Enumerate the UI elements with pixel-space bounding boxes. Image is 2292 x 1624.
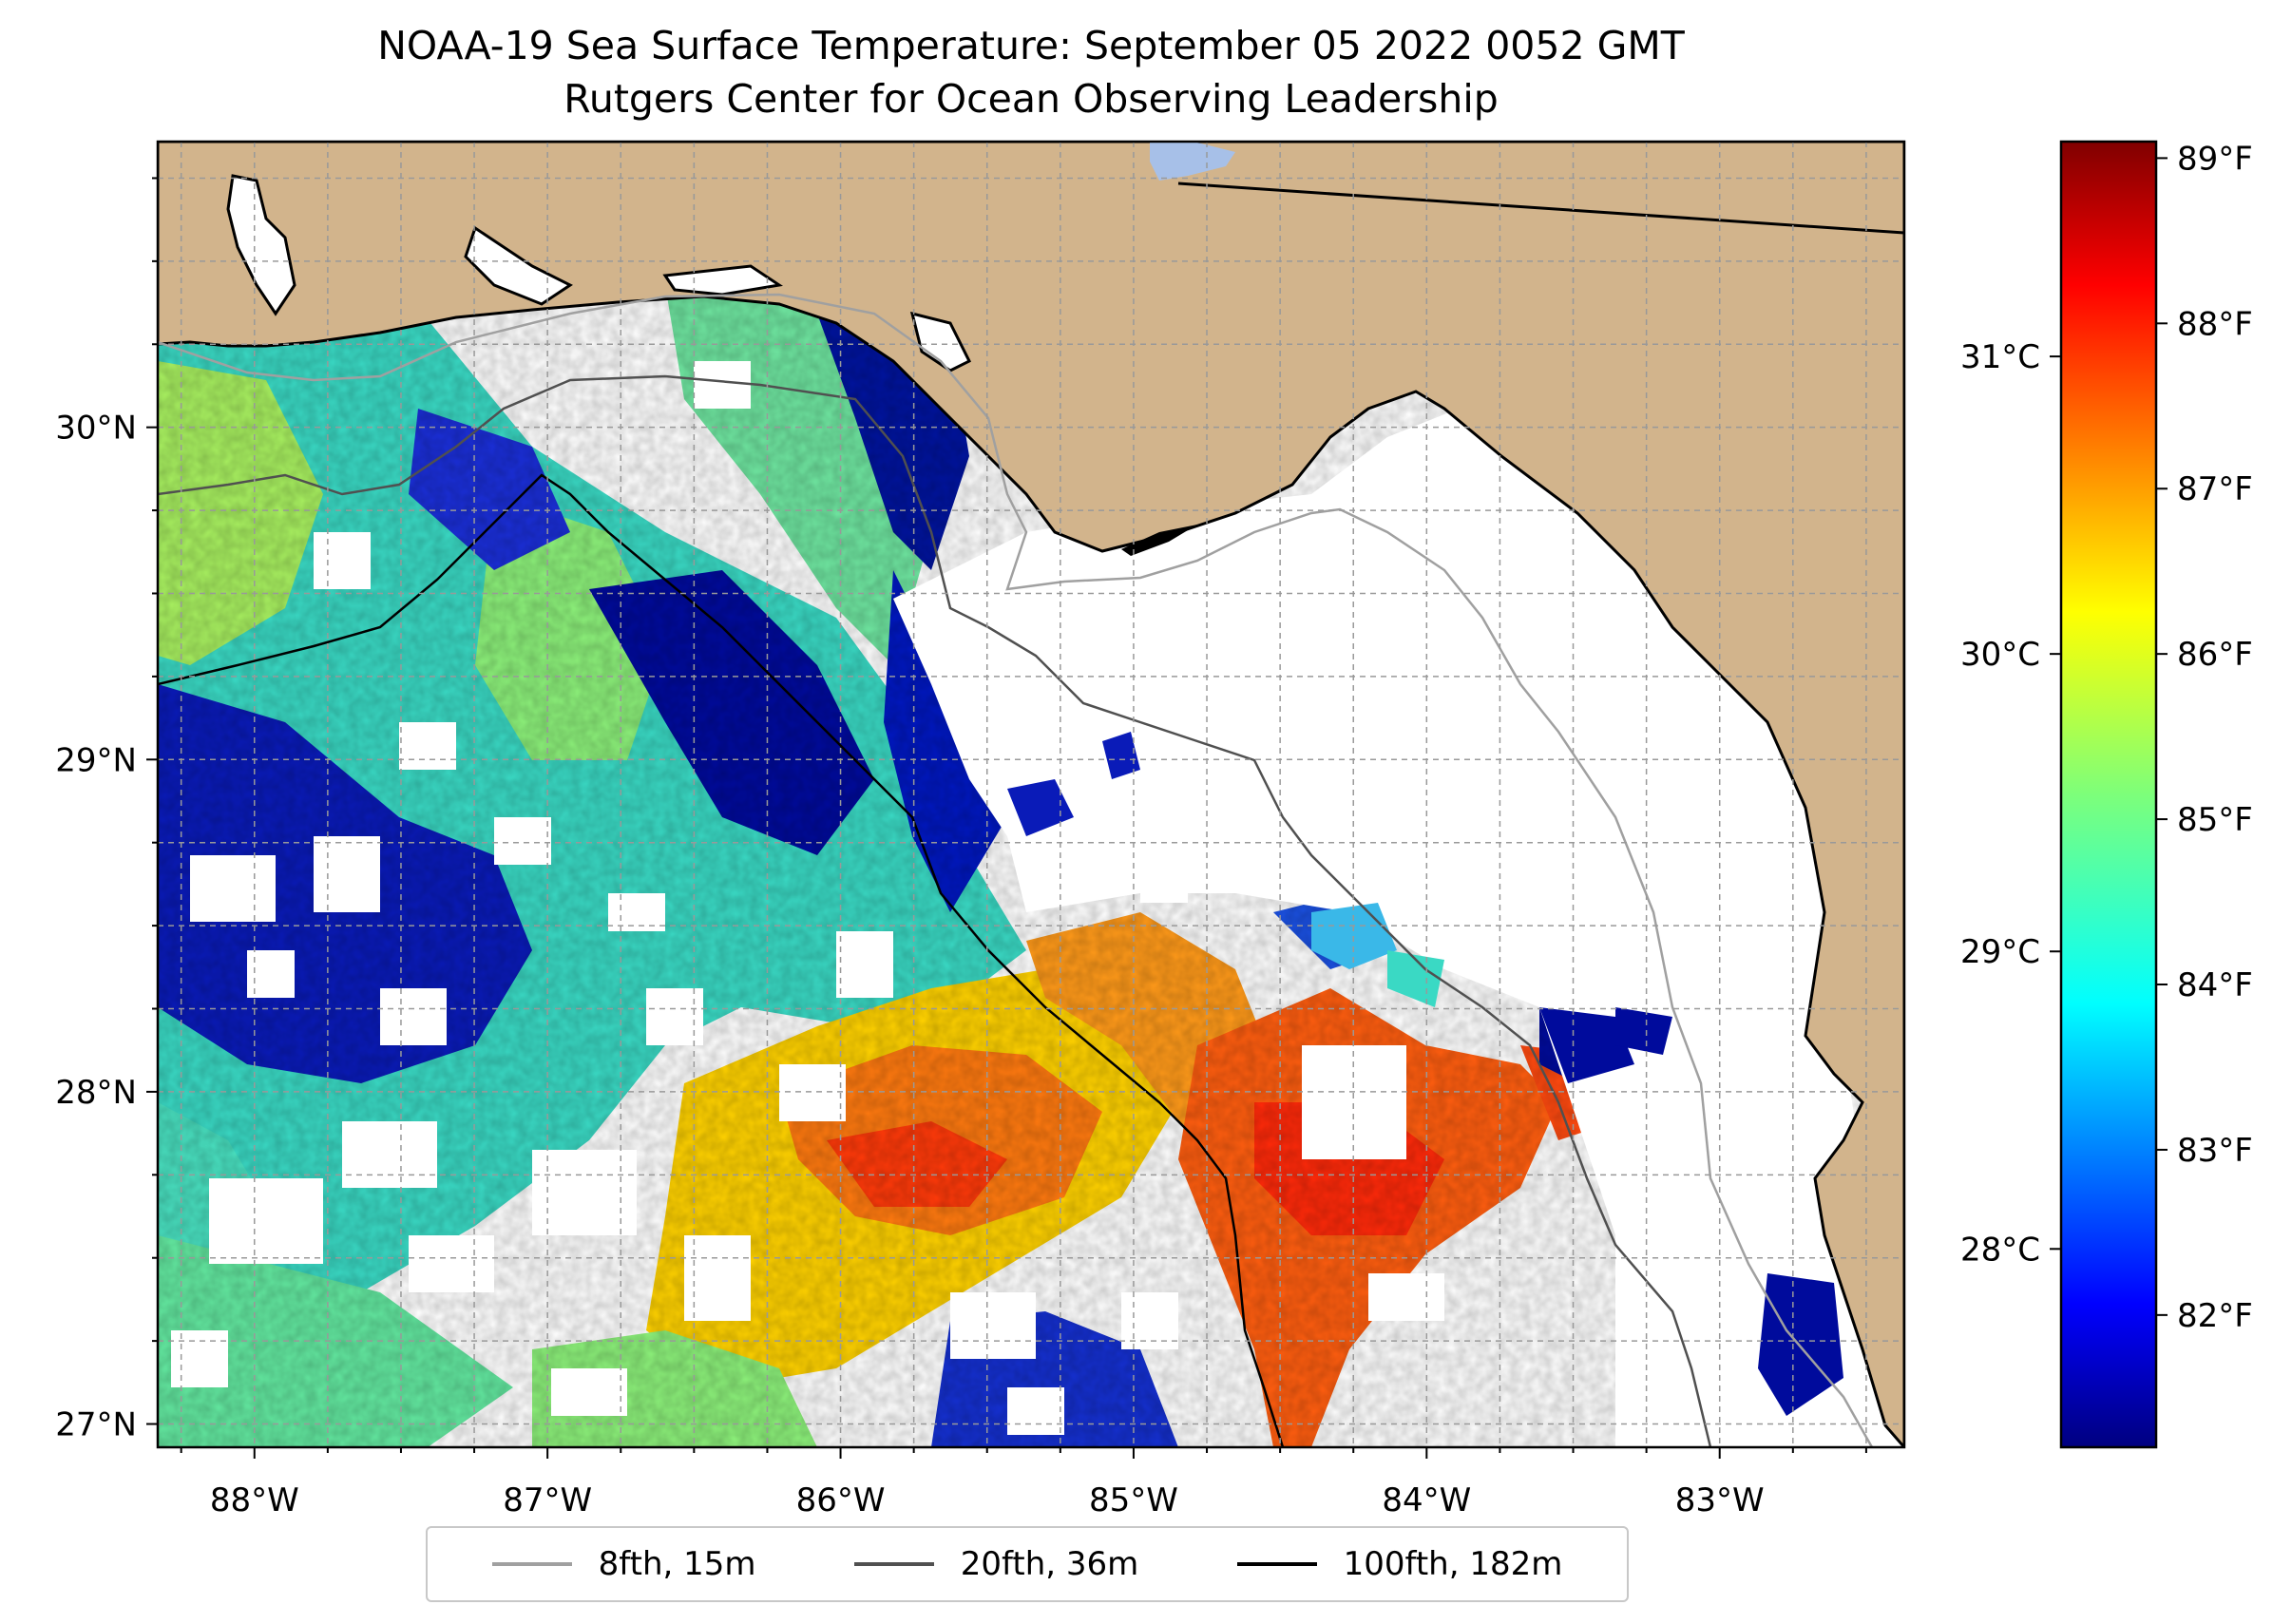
colorbar-f-tick-label: 86°F	[2177, 636, 2253, 674]
colorbar: 28°C 29°C 30°C 31°C 82°F 83°F 84°F 85°F 86°F 87°…	[1960, 140, 2253, 1449]
y-axis-ticks: 27°N 28°N 29°N 30°N	[55, 177, 158, 1444]
legend-item-20fth: 20fth, 36m	[853, 1545, 1139, 1583]
y-tick-label: 29°N	[55, 741, 137, 779]
isobath-legend: 8fth, 15m 20fth, 36m 100fth, 182m	[426, 1526, 1629, 1602]
colorbar-f-tick-label: 89°F	[2177, 140, 2253, 178]
gridlines	[158, 142, 1904, 1447]
y-tick-label: 28°N	[55, 1074, 137, 1112]
legend-item-100fth: 100fth, 182m	[1236, 1545, 1563, 1583]
colorbar-f-tick-label: 85°F	[2177, 801, 2253, 839]
isobath-20fth	[158, 374, 1712, 1447]
colorbar-c-tick-label: 31°C	[1960, 338, 2040, 376]
colorbar-fahrenheit-ticks: 82°F 83°F 84°F 85°F 86°F 87°F 88°F 89°F	[2156, 140, 2253, 1335]
colorbar-c-tick-label: 29°C	[1960, 933, 2040, 971]
colorbar-celsius-ticks: 28°C 29°C 30°C 31°C	[1960, 338, 2061, 1269]
isobath-8fth	[158, 293, 1874, 1447]
x-tick-label: 87°W	[503, 1481, 592, 1519]
colorbar-f-tick-label: 87°F	[2177, 470, 2253, 508]
x-tick-label: 85°W	[1089, 1481, 1178, 1519]
legend-swatch	[853, 1562, 934, 1566]
colorbar-f-tick-label: 82°F	[2177, 1297, 2253, 1335]
x-tick-label: 86°W	[796, 1481, 886, 1519]
y-tick-label: 27°N	[55, 1406, 137, 1444]
legend-label: 100fth, 182m	[1343, 1545, 1563, 1583]
map-frame	[156, 140, 1906, 1449]
isobaths	[158, 293, 1874, 1447]
colorbar-c-tick-label: 28°C	[1960, 1231, 2040, 1269]
colorbar-f-tick-label: 88°F	[2177, 305, 2253, 343]
legend-label: 20fth, 36m	[960, 1545, 1139, 1583]
map-title: NOAA-19 Sea Surface Temperature: Septemb…	[377, 23, 1685, 68]
colorbar-f-tick-label: 84°F	[2177, 966, 2253, 1004]
x-axis-ticks: 88°W 87°W 86°W 85°W 84°W 83°W	[180, 1447, 1867, 1519]
x-tick-label: 88°W	[210, 1481, 299, 1519]
isobath-100fth	[158, 473, 1285, 1447]
colorbar-f-tick-label: 83°F	[2177, 1132, 2253, 1170]
legend-label: 8fth, 15m	[598, 1545, 756, 1583]
legend-swatch	[1236, 1562, 1317, 1566]
land	[158, 142, 1904, 1447]
colorbar-c-tick-label: 30°C	[1960, 636, 2040, 674]
y-tick-label: 30°N	[55, 410, 137, 448]
x-tick-label: 83°W	[1675, 1481, 1765, 1519]
map-subtitle: Rutgers Center for Ocean Observing Leade…	[563, 76, 1499, 122]
legend-item-8fth: 8fth, 15m	[491, 1545, 756, 1583]
colorbar-gradient	[2059, 140, 2158, 1449]
x-tick-label: 84°W	[1382, 1481, 1471, 1519]
legend-swatch	[491, 1562, 572, 1566]
